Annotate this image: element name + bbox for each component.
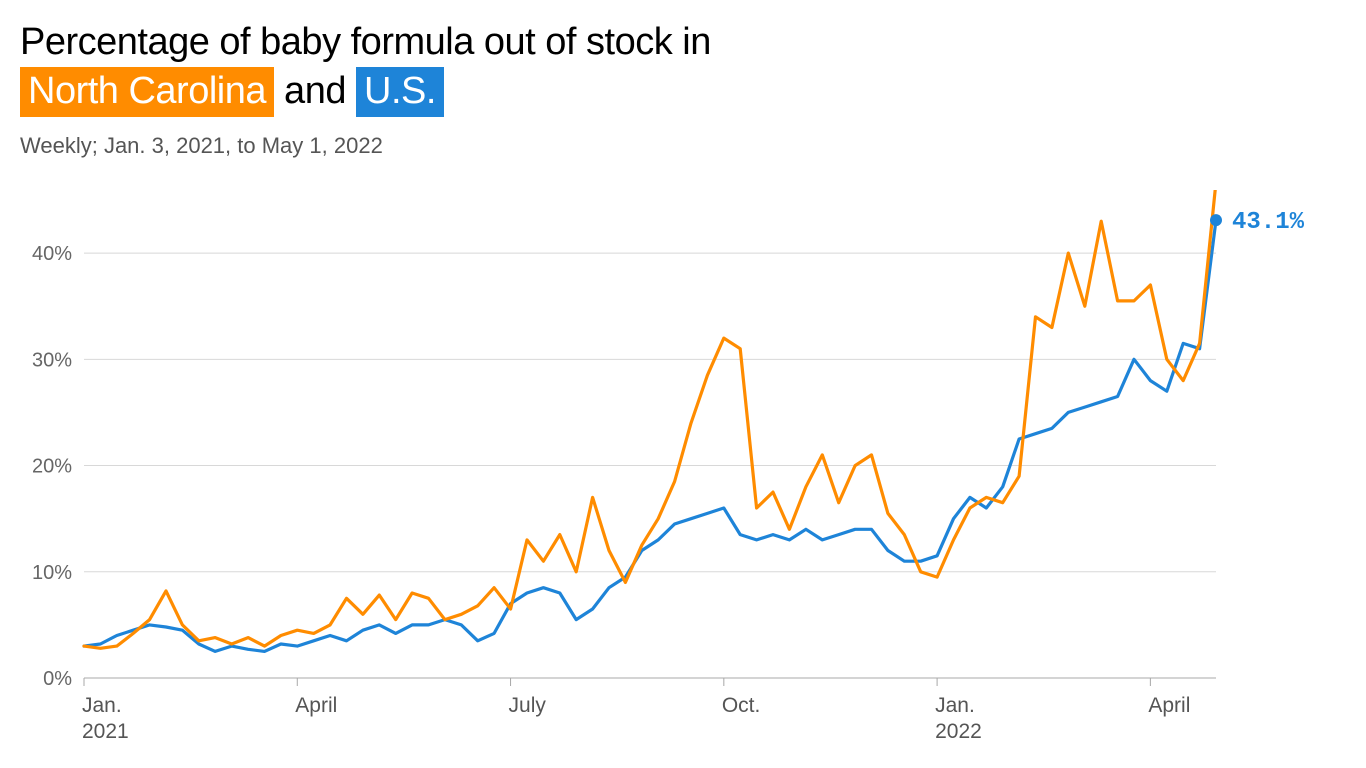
x-axis-month: Jan. xyxy=(82,694,122,717)
x-axis-month: July xyxy=(509,694,547,717)
end-value-label: 43.1% xyxy=(1232,209,1305,236)
x-axis-month: April xyxy=(295,694,337,717)
y-axis-label: 40% xyxy=(32,243,72,265)
series-line-north-carolina xyxy=(84,190,1216,648)
x-axis-month: Oct. xyxy=(722,694,761,717)
x-axis-month: Jan. xyxy=(935,694,975,717)
title-between: and xyxy=(274,70,356,112)
chart-subtitle: Weekly; Jan. 3, 2021, to May 1, 2022 xyxy=(20,133,1346,159)
end-marker xyxy=(1210,214,1222,226)
y-axis-label: 20% xyxy=(32,456,72,478)
y-axis-label: 0% xyxy=(43,668,72,690)
y-axis-label: 30% xyxy=(32,349,72,371)
title-highlight-us: U.S. xyxy=(356,67,444,118)
end-value-label: 46.7% xyxy=(1232,190,1305,198)
series-line-u-s- xyxy=(84,220,1216,651)
chart-title: Percentage of baby formula out of stock … xyxy=(20,18,1346,117)
x-axis-month: April xyxy=(1148,694,1190,717)
y-axis-label: 10% xyxy=(32,562,72,584)
chart-area: 0% 10% 20% 30% 40% Jan. 2021 April July Oct. Jan. 2… xyxy=(22,190,1346,748)
x-axis-year: 2021 xyxy=(82,720,129,743)
title-highlight-nc: North Carolina xyxy=(20,67,274,118)
x-axis-year: 2022 xyxy=(935,720,982,743)
title-line1: Percentage of baby formula out of stock … xyxy=(20,21,711,63)
line-chart: 0% 10% 20% 30% 40% Jan. 2021 April July Oct. Jan. 2… xyxy=(22,190,1346,748)
